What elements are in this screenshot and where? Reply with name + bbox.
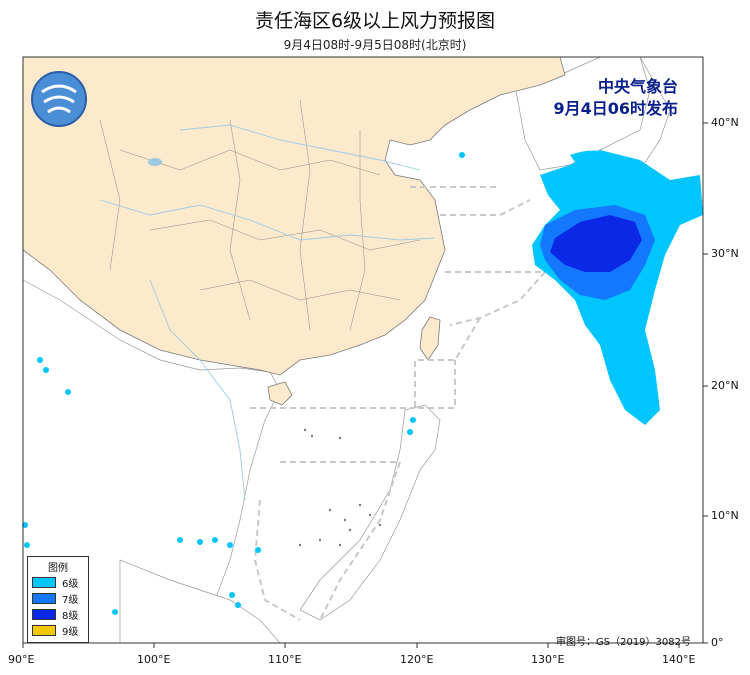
legend-swatch-8 bbox=[32, 608, 56, 620]
x-tick-120e: 120°E bbox=[400, 653, 434, 666]
legend-item-6: 6级 bbox=[32, 574, 88, 590]
qinghai-lake bbox=[148, 158, 162, 166]
legend: 图例 6级 7级 8级 9级 bbox=[27, 556, 89, 643]
y-tick-30n: 30°N bbox=[711, 247, 739, 260]
legend-swatch-9 bbox=[32, 624, 56, 636]
legend-item-9: 9级 bbox=[32, 622, 88, 638]
review-number: 审图号：GS（2019）3082号 bbox=[556, 637, 691, 648]
province-boundaries bbox=[99, 99, 421, 331]
cma-logo-icon bbox=[31, 71, 87, 127]
legend-swatch-7 bbox=[32, 592, 56, 604]
philippines-land bbox=[299, 404, 441, 621]
legend-item-8: 8级 bbox=[32, 606, 88, 622]
rivers bbox=[99, 124, 436, 501]
china-land bbox=[22, 56, 566, 376]
sea-region-lines bbox=[250, 186, 546, 621]
wind-area-8 bbox=[550, 215, 642, 272]
neighbor-land bbox=[22, 56, 704, 644]
axis-ticks bbox=[22, 122, 708, 648]
x-tick-140e: 140°E bbox=[662, 653, 696, 666]
map-title: 责任海区6级以上风力预报图 bbox=[254, 10, 496, 32]
x-tick-130e: 130°E bbox=[531, 653, 565, 666]
map-subtitle: 9月4日08时-9月5日08时(北京时) bbox=[283, 38, 467, 52]
y-tick-0: 0° bbox=[711, 636, 724, 649]
map-frame bbox=[22, 56, 704, 644]
legend-label-9: 9级 bbox=[62, 626, 79, 638]
legend-swatch-6 bbox=[32, 576, 56, 588]
legend-item-7: 7级 bbox=[32, 590, 88, 606]
x-tick-100e: 100°E bbox=[137, 653, 171, 666]
x-tick-90e: 90°E bbox=[8, 653, 35, 666]
legend-label-7: 7级 bbox=[62, 594, 79, 606]
publisher-name: 中央气象台 bbox=[597, 77, 678, 96]
publisher-label: 中央气象台 9月4日06时发布 bbox=[553, 76, 678, 120]
legend-label-8: 8级 bbox=[62, 610, 79, 622]
legend-label-6: 6级 bbox=[62, 578, 79, 590]
issue-time: 9月4日06时发布 bbox=[553, 99, 678, 118]
y-tick-40n: 40°N bbox=[711, 116, 739, 129]
y-tick-10n: 10°N bbox=[711, 509, 739, 522]
small-islands bbox=[298, 428, 382, 547]
korea-land bbox=[514, 56, 651, 171]
x-tick-110e: 110°E bbox=[268, 653, 302, 666]
y-tick-20n: 20°N bbox=[711, 379, 739, 392]
legend-title: 图例 bbox=[48, 563, 68, 574]
hainan-island bbox=[267, 381, 293, 406]
